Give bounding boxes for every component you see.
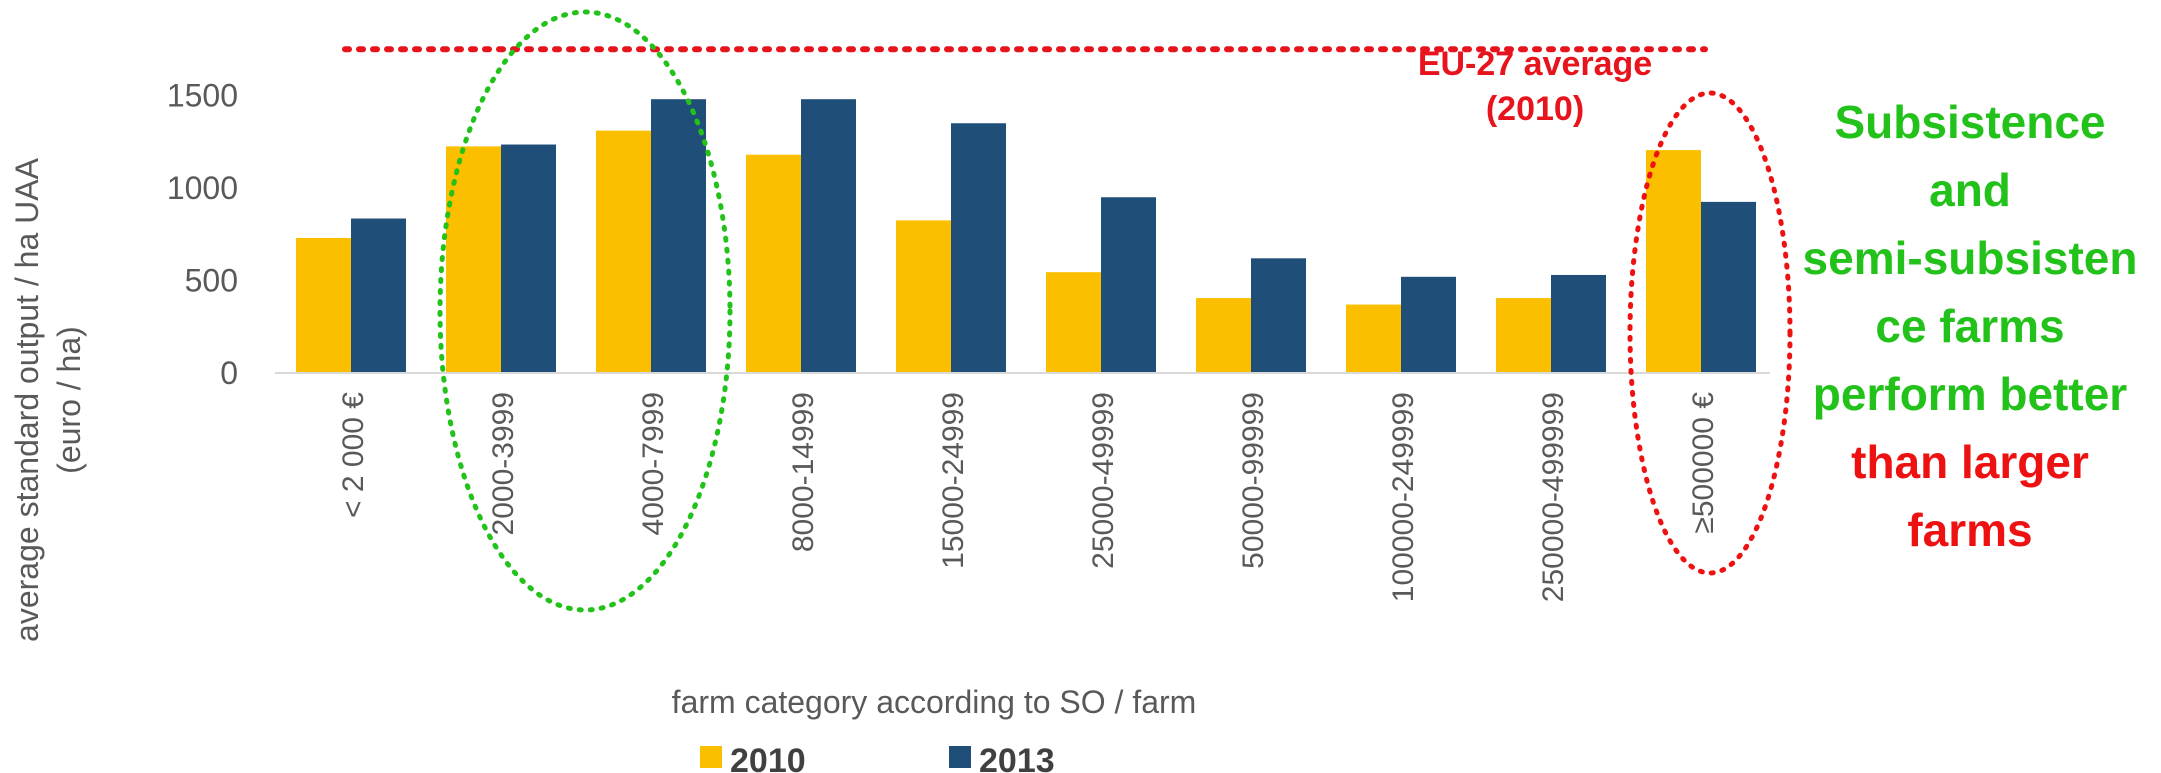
annotation-line: semi-subsisten	[1802, 232, 2138, 284]
legend-swatch-2010	[700, 746, 722, 768]
bar-2013-5	[1101, 197, 1156, 373]
annotation-line: farms	[1907, 504, 2033, 556]
bar-2013-7	[1401, 276, 1456, 373]
x-tick-label: 25000-49999	[1087, 392, 1120, 569]
x-tick-label: 4000-7999	[637, 392, 670, 535]
x-tick-label: 2000-3999	[487, 392, 520, 535]
bar-2010-0	[296, 237, 351, 373]
bar-2013-8	[1551, 274, 1606, 373]
x-axis-title: farm category according to SO / farm	[672, 684, 1197, 720]
bar-2010-7	[1346, 304, 1401, 373]
eu27-average-label-line1: EU-27 average	[1418, 45, 1652, 83]
y-tick-label: 1000	[167, 170, 238, 206]
eu27-average-label-line2: (2010)	[1486, 90, 1584, 128]
y-tick-label: 0	[220, 355, 238, 391]
annotation-line: than larger	[1851, 436, 2089, 488]
y-tick-label: 1500	[167, 78, 238, 114]
bar-2013-4	[951, 123, 1006, 373]
bar-2013-2	[651, 99, 706, 373]
y-tick-labels: 0 500 1000 1500	[167, 78, 238, 392]
legend: 2010 2013	[700, 742, 1055, 773]
y-axis-title-line1: average standard output / ha UAA	[9, 157, 45, 642]
bar-2013-9	[1701, 201, 1756, 373]
bar-2010-4	[896, 220, 951, 373]
bar-2010-9	[1646, 150, 1701, 373]
bar-2010-5	[1046, 272, 1101, 373]
legend-label-2013: 2013	[979, 742, 1055, 773]
bars-group	[296, 99, 1756, 373]
legend-swatch-2013	[949, 746, 971, 768]
x-tick-label: ≥500000 €	[1687, 392, 1720, 534]
y-axis-title-line2: (euro / ha)	[51, 326, 87, 474]
bar-2010-8	[1496, 298, 1551, 373]
x-tick-label: 50000-99999	[1237, 392, 1270, 569]
annotation-line: perform better	[1812, 368, 2128, 420]
x-tick-label: 100000-249999	[1387, 392, 1420, 602]
highlight-ellipse-red	[1627, 90, 1793, 576]
y-tick-label: 500	[185, 263, 238, 299]
x-tick-label: < 2 000 €	[337, 392, 370, 518]
bar-2013-6	[1251, 258, 1306, 373]
x-tick-label: 250000-499999	[1537, 392, 1570, 602]
x-tick-label: 8000-14999	[787, 392, 820, 552]
x-tick-label: 15000-24999	[937, 392, 970, 569]
bar-2013-3	[801, 99, 856, 373]
annotation-line: ce farms	[1875, 300, 2065, 352]
bar-2010-3	[746, 154, 801, 373]
annotation-line: and	[1929, 164, 2011, 216]
highlight-ellipse-green	[437, 9, 733, 613]
legend-label-2010: 2010	[730, 742, 806, 773]
x-tick-labels: < 2 000 € 2000-3999 4000-7999 8000-14999 150…	[337, 392, 1720, 603]
bar-2010-6	[1196, 298, 1251, 373]
bar-2013-0	[351, 218, 406, 373]
bar-2010-2	[596, 130, 651, 373]
bar-2013-1	[501, 144, 556, 373]
annotation-text: Subsistence and semi-subsisten ce farms …	[1780, 88, 2160, 564]
annotation-line: Subsistence	[1834, 96, 2106, 148]
